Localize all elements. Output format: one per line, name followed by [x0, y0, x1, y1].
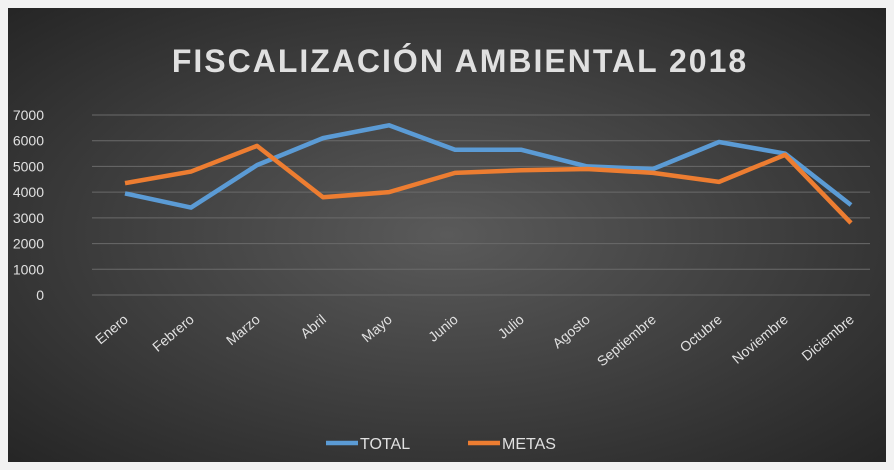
background [8, 8, 886, 462]
series-line [124, 143, 853, 225]
y-tick-label: 4000 [13, 184, 44, 200]
y-tick-label: 1000 [13, 261, 44, 277]
y-tick-label: 6000 [13, 133, 44, 149]
series-line [124, 123, 853, 210]
legend-label: TOTAL [360, 436, 410, 453]
y-tick-label: 0 [36, 287, 44, 303]
y-tick-label: 3000 [13, 210, 44, 226]
y-tick-label: 5000 [13, 158, 44, 174]
chart-title: FISCALIZACIÓN AMBIENTAL 2018 [172, 43, 748, 79]
y-tick-label: 7000 [13, 107, 44, 123]
y-tick-label: 2000 [13, 236, 44, 252]
legend-label: METAS [502, 436, 556, 453]
